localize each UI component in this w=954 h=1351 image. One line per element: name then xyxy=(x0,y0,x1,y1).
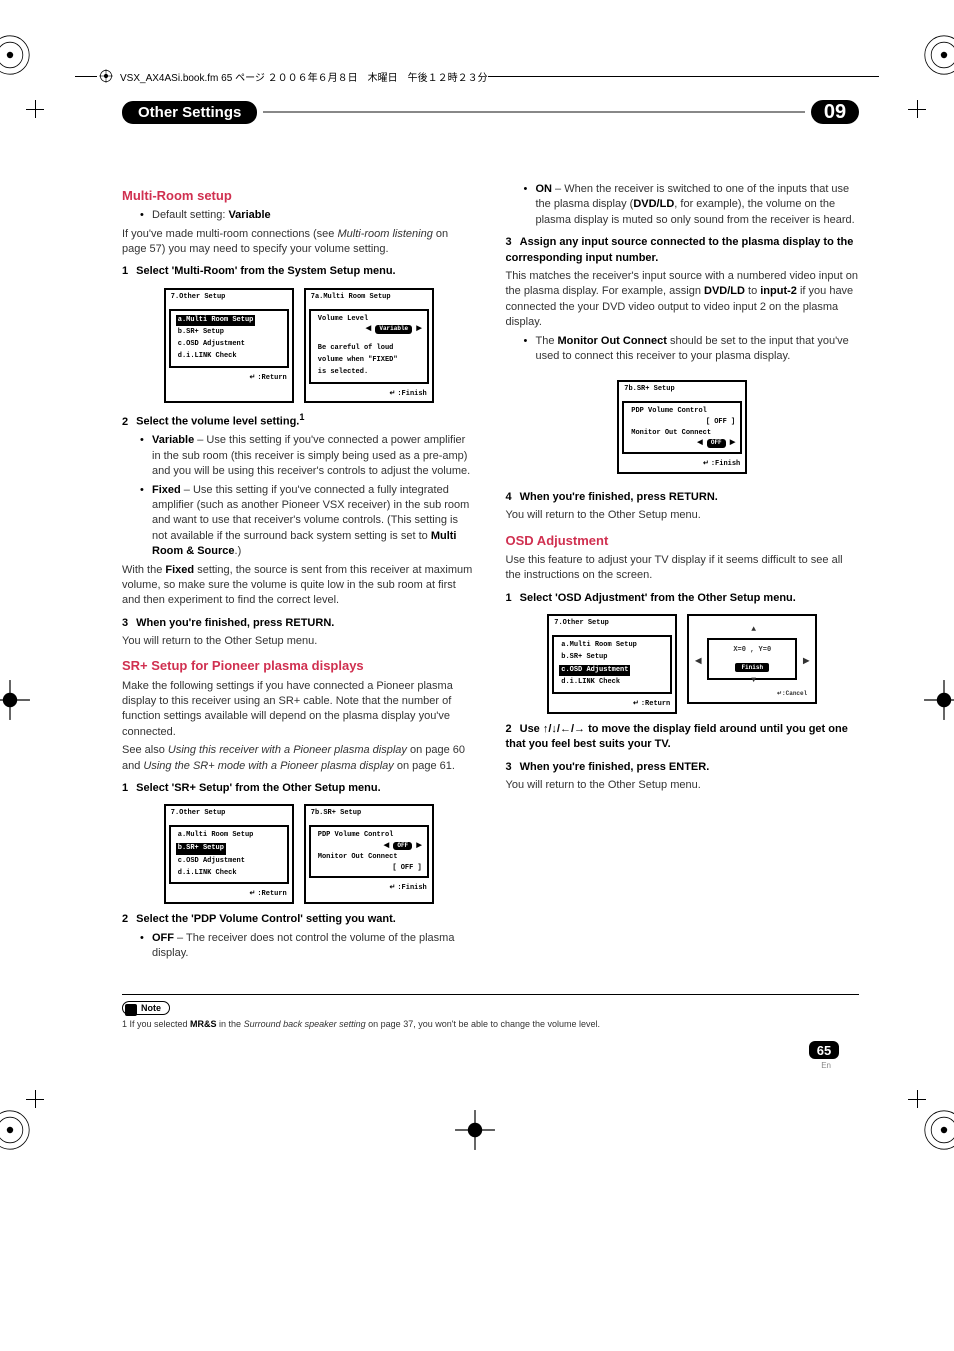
screenshot-osd: ▲ ◀ ▶ ▼ X=0 , Y=0 Finish ↵:Cancel xyxy=(687,614,817,704)
chapter-title: Other Settings xyxy=(122,101,257,124)
chapter-header: Other Settings 09 xyxy=(122,100,859,124)
left-column: Multi-Room setup Default setting: Variab… xyxy=(122,179,476,964)
screenshot-other-setup-2: 7.Other Setup a.Multi Room Setup b.SR+ S… xyxy=(164,804,294,904)
screenshot-sr-setup-2: 7b.SR+ Setup PDP Volume Control [ OFF ] … xyxy=(617,380,747,474)
right-column: ON – When the receiver is switched to on… xyxy=(506,179,860,964)
screenshot-other-setup-3: 7.Other Setup a.Multi Room Setup b.SR+ S… xyxy=(547,614,677,714)
note-label: Note xyxy=(122,1001,170,1015)
sr-plus-title: SR+ Setup for Pioneer plasma displays xyxy=(122,657,476,675)
osd-title: OSD Adjustment xyxy=(506,532,860,550)
screenshot-other-setup: 7.Other Setup a.Multi Room Setup b.SR+ S… xyxy=(164,288,294,404)
default-label: Default setting: xyxy=(152,209,228,221)
screenshot-sr-setup: 7b.SR+ Setup PDP Volume Control ◀ OFF ▶ … xyxy=(304,804,434,904)
chapter-number: 09 xyxy=(811,100,859,124)
footnote: Note 1 If you selected MR&S in the Surro… xyxy=(122,994,859,1029)
page-number: 65 En xyxy=(122,1041,859,1070)
step-2: Select the volume level setting. xyxy=(136,416,299,428)
multi-room-title: Multi-Room setup xyxy=(122,187,476,205)
default-value: Variable xyxy=(228,209,270,221)
step-3: When you're finished, press RETURN. xyxy=(136,617,334,629)
step-1: Select 'Multi-Room' from the System Setu… xyxy=(136,265,396,277)
screenshot-multi-room: 7a.Multi Room Setup Volume Level ◀ Varia… xyxy=(304,288,434,404)
